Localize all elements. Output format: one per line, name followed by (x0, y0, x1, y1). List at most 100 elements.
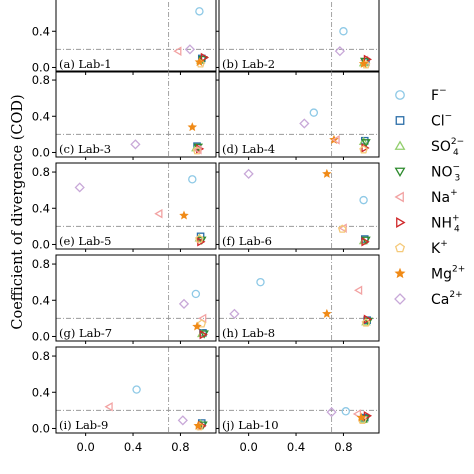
point-Ca (243, 168, 254, 179)
legend-item-F: F− (395, 86, 447, 104)
point-NH4 (363, 54, 373, 65)
legend-label-SO4: SO2− 4 (431, 137, 464, 158)
legend-label-Mg: Mg2+ (431, 265, 465, 283)
panel-6: (f) Lab-6 (216, 162, 380, 252)
legend-marker-K (394, 242, 406, 253)
y-tick-label: 0.4 (32, 24, 50, 38)
panel-4: (d) Lab-4 (216, 70, 380, 160)
panel-label: (a) Lab-1 (59, 57, 112, 71)
x-tick-label: 0.4 (287, 440, 305, 454)
point-NH4 (199, 329, 208, 340)
panel-frame (55, 162, 217, 250)
point-Mg (322, 168, 332, 178)
panel-frame (218, 254, 380, 342)
legend-item-Mg: Mg2+ (394, 265, 465, 283)
legend: F− Cl− SO2− 4 NO− 3 Na+ NH+ 4 K+ Mg2+ Ca2+ (394, 86, 465, 308)
panel-frame (55, 346, 217, 434)
legend-label-Cl: Cl− (431, 112, 452, 130)
legend-marker-Na (394, 191, 404, 203)
legend-marker-F (395, 90, 405, 100)
point-Na (173, 46, 182, 56)
legend-marker-Ca (394, 293, 406, 305)
y-tick-label: 0.8 (32, 349, 50, 363)
panel-frame (218, 0, 380, 73)
y-tick-label: 0.8 (32, 0, 50, 2)
legend-marker-NO3 (394, 167, 406, 178)
panel-frame (55, 70, 217, 158)
point-Ca (299, 118, 310, 129)
point-K (192, 146, 202, 155)
y-tick-label: 0.8 (32, 73, 50, 87)
point-Mg (192, 321, 202, 331)
point-Mg (193, 420, 203, 430)
point-F (195, 7, 204, 16)
legend-item-Na: Na+ (394, 188, 458, 206)
panel-frame (218, 162, 380, 250)
point-Na (154, 208, 163, 219)
point-Na (352, 409, 362, 419)
panel-5: 0.0 0.4 0.8 (e) Lab-5 (32, 162, 217, 252)
point-Mg (358, 58, 369, 68)
panel-1: 0.0 0.4 0.8 (a) Lab-1 (32, 0, 217, 75)
y-tick-label: 0.0 (32, 421, 50, 435)
point-Mg (187, 122, 198, 132)
point-NH4 (363, 411, 373, 421)
panel-3: 0.0 0.4 0.8 (c) Lab-3 (32, 70, 217, 160)
point-Ca (74, 182, 85, 193)
panel-9: 0.0 0.4 0.8 0.0 0.4 0.8 (i) Lab-9 (32, 346, 217, 454)
y-tick-label: 0.8 (32, 257, 50, 271)
panel-label: (c) Lab-3 (59, 142, 111, 156)
y-tick-label: 0.0 (32, 60, 50, 74)
point-NH4 (200, 52, 210, 63)
legend-marker-SO4 (394, 140, 406, 150)
legend-label-Na: Na+ (431, 188, 458, 206)
legend-label-NO3: NO− 3 (431, 163, 460, 184)
x-tick-label: 0.8 (334, 440, 352, 454)
point-Ca (130, 139, 141, 150)
legend-label-F: F− (431, 86, 447, 104)
legend-label-Ca: Ca2+ (431, 290, 463, 308)
panel-7: 0.0 0.4 0.8 (g) Lab-7 (32, 254, 217, 344)
point-Ca (177, 415, 188, 426)
y-tick-label: 0.4 (32, 109, 50, 123)
point-F (341, 407, 351, 416)
panel-frame (218, 346, 380, 434)
panel-grid: 0.0 0.4 0.8 (a) Lab-1 (b) Lab-2 0.0 0.4 0.8 (c) … (32, 0, 380, 454)
point-Na (353, 285, 363, 296)
panel-label: (d) Lab-4 (222, 142, 275, 156)
x-tick-label: 0.0 (239, 440, 257, 454)
point-Mg (322, 308, 332, 318)
point-F (191, 289, 201, 299)
point-Mg (356, 412, 366, 422)
point-F (339, 27, 348, 36)
legend-item-K: K+ (394, 239, 448, 257)
x-tick-label: 0.8 (171, 440, 189, 454)
panel-frame (218, 70, 380, 158)
panel-label: (i) Lab-9 (59, 418, 108, 432)
panel-label: (e) Lab-5 (59, 234, 112, 248)
point-Na (193, 144, 202, 155)
point-F (359, 195, 368, 205)
panel-label: (g) Lab-7 (59, 326, 112, 340)
point-Mg (194, 57, 205, 67)
point-F (132, 385, 141, 394)
y-tick-label: 0.4 (32, 385, 50, 399)
panel-frame (55, 0, 217, 73)
point-F (188, 175, 197, 184)
point-NH4 (361, 143, 370, 153)
x-tick-label: 0.4 (124, 440, 142, 454)
legend-marker-NH4 (396, 217, 406, 228)
point-SO4 (358, 136, 369, 145)
point-NO3 (361, 139, 371, 148)
point-Ca (326, 407, 337, 418)
point-K (359, 145, 368, 154)
y-tick-label: 0.4 (32, 201, 50, 215)
point-Mg (179, 210, 189, 220)
legend-label-NH4: NH+ 4 (431, 214, 460, 235)
panel-8: (h) Lab-8 (216, 254, 380, 344)
panel-label: (h) Lab-8 (222, 326, 275, 340)
legend-item-NH4: NH+ 4 (396, 214, 460, 235)
point-F (309, 108, 319, 117)
point-Na (331, 135, 340, 145)
